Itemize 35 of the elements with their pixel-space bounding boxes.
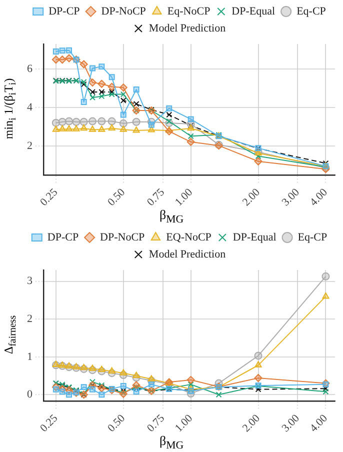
x-tick-label: 1.00 xyxy=(172,412,196,434)
legend-label: Eq-NoCP xyxy=(167,5,210,18)
legend-label: DP-Equal xyxy=(232,231,276,244)
y-tick-label: 3 xyxy=(27,275,33,288)
legend-label: Eq-CP xyxy=(296,5,326,18)
x-tick-label: 4.00 xyxy=(308,412,330,434)
x-tick-label: 3.00 xyxy=(280,186,302,208)
x-tick-label: 0.75 xyxy=(144,186,168,208)
y-tick-label: 0 xyxy=(27,388,33,401)
x-tick-label: 1.00 xyxy=(172,186,196,208)
x-tick-label: 0.25 xyxy=(38,186,60,208)
legend-label: EQ-NoCP xyxy=(166,231,212,244)
x-axis-title: β$_{MG}$ xyxy=(158,433,185,452)
y-tick-label: 1 xyxy=(27,350,32,363)
y-tick-label: 2 xyxy=(27,140,32,152)
legend-label: DP-NoCP xyxy=(100,231,145,244)
legend-label: Model Prediction xyxy=(148,22,226,34)
x-tick-label: 4.00 xyxy=(308,186,330,208)
x-tick-label: 2.00 xyxy=(240,412,263,434)
legend-label: DP-CP xyxy=(47,231,79,244)
x-tick-label: 0.25 xyxy=(38,412,60,434)
x-tick-label: 0.50 xyxy=(105,186,128,208)
y-tick-label: 6 xyxy=(27,62,33,75)
legend-label: Eq-CP xyxy=(298,231,328,244)
legend-label: DP-Equal xyxy=(232,5,276,18)
legend-label: DP-NoCP xyxy=(101,5,146,18)
x-tick-label: 3.00 xyxy=(280,412,302,434)
x-tick-label: 0.75 xyxy=(144,412,168,434)
x-axis-title: β$_{MG}$ xyxy=(158,207,185,226)
legend-label: Model Prediction xyxy=(148,248,226,260)
x-tick-label: 2.00 xyxy=(240,186,263,208)
y-tick-label: 2 xyxy=(27,312,32,325)
x-tick-label: 0.50 xyxy=(105,412,128,434)
y-tick-label: 4 xyxy=(27,101,33,114)
legend-label: DP-CP xyxy=(48,5,80,18)
